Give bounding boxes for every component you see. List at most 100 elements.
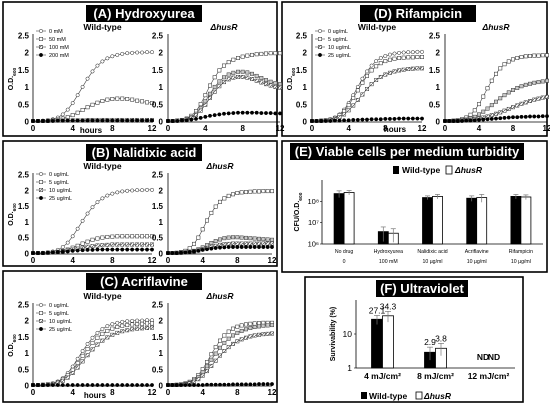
y-tick-label: 0	[25, 382, 30, 391]
data-point	[515, 85, 520, 90]
data-point	[265, 237, 270, 242]
data-point	[494, 99, 498, 104]
data-point	[239, 190, 244, 195]
data-point	[511, 88, 515, 92]
data-point	[420, 55, 424, 59]
data-point	[200, 247, 205, 252]
data-point	[540, 95, 545, 100]
data-point	[406, 55, 411, 60]
legend-swatch-husr	[445, 165, 453, 175]
data-point	[120, 189, 125, 194]
data-point	[95, 335, 100, 340]
data-point	[80, 118, 85, 123]
data-point	[218, 382, 222, 387]
data-point	[226, 329, 231, 334]
legend-label: 25 ug/mL	[328, 53, 351, 59]
data-point	[252, 189, 257, 194]
data-point	[60, 112, 65, 117]
data-point	[110, 97, 115, 101]
x-tick-label: 4	[70, 256, 75, 265]
data-point	[75, 248, 80, 253]
data-point	[239, 245, 244, 249]
data-point	[477, 112, 481, 117]
data-point	[270, 382, 274, 387]
data-point	[519, 101, 524, 106]
data-point	[70, 383, 75, 387]
data-point	[55, 118, 60, 123]
legend-marker	[318, 37, 322, 41]
y-tick-label: 2.5	[18, 171, 30, 180]
y-tick-label: 2.5	[152, 32, 164, 41]
data-point	[120, 242, 125, 247]
data-point	[80, 84, 85, 89]
data-point	[346, 108, 351, 113]
y-tick-label: 1	[25, 83, 30, 92]
legend-label-husr: ΔhusR	[454, 165, 483, 175]
data-point	[231, 57, 236, 62]
data-point	[222, 196, 227, 201]
data-point	[443, 119, 447, 123]
data-point	[140, 234, 145, 239]
data-point	[145, 100, 149, 105]
y-axis-label: O.D.600	[8, 203, 18, 226]
x-axis-label: hours	[84, 391, 107, 400]
legend-label: 10 ug/mL	[328, 45, 351, 51]
y-tick-label: 2	[436, 49, 441, 58]
data-point	[140, 242, 145, 247]
data-point	[135, 50, 140, 55]
data-point	[194, 116, 198, 121]
data-point	[80, 248, 85, 253]
y-axis-label: CFU/O.D.600	[294, 192, 304, 231]
data-point	[145, 383, 149, 387]
y-tick-label: 0	[436, 118, 441, 127]
data-point	[494, 111, 498, 116]
data-point	[502, 93, 507, 98]
x-axis-label: hours	[80, 126, 103, 135]
data-point	[545, 53, 549, 58]
data-point	[120, 247, 125, 252]
y-tick-label: 10	[343, 329, 353, 339]
data-point	[235, 339, 240, 344]
y-tick-label: 0	[159, 118, 164, 127]
panel-b-banner	[86, 144, 202, 161]
data-point	[209, 210, 214, 215]
data-point	[130, 318, 135, 323]
y-tick-label: 10⁷	[308, 218, 319, 227]
x-tick-label: 0	[31, 388, 36, 397]
data-point	[135, 98, 140, 103]
panel-b-title: (B) Nalidixic acid	[92, 145, 197, 160]
data-point	[140, 321, 145, 326]
data-point	[145, 242, 149, 247]
data-point	[200, 227, 205, 232]
data-point	[196, 377, 201, 382]
data-point	[222, 75, 226, 80]
x-tick-label: 4	[70, 124, 75, 133]
data-point	[231, 192, 235, 197]
y-tick-label: 2	[25, 186, 30, 195]
data-point	[244, 327, 248, 332]
panel-e-legend: Wild-type ΔhusR	[393, 165, 483, 175]
data-point	[120, 96, 125, 101]
data-point	[261, 332, 266, 337]
data-point	[236, 69, 240, 74]
data-point	[264, 51, 268, 56]
x-tick-label: 0	[166, 256, 171, 265]
data-point	[351, 103, 356, 108]
data-point	[248, 245, 253, 249]
data-point	[226, 111, 231, 116]
data-point	[460, 119, 464, 123]
x-tick-label: 4	[70, 388, 75, 397]
data-point	[536, 80, 541, 85]
data-point	[494, 71, 498, 76]
y-tick-label: 0.5	[18, 234, 30, 243]
data-point	[420, 116, 424, 121]
data-point	[231, 326, 235, 331]
data-point	[183, 250, 188, 255]
data-point	[231, 111, 236, 116]
data-point	[387, 52, 392, 57]
y-tick-label: 2	[25, 49, 30, 58]
data-point	[265, 189, 270, 194]
bar-wild-type	[422, 197, 433, 245]
data-point	[254, 78, 259, 83]
data-point	[250, 71, 254, 76]
